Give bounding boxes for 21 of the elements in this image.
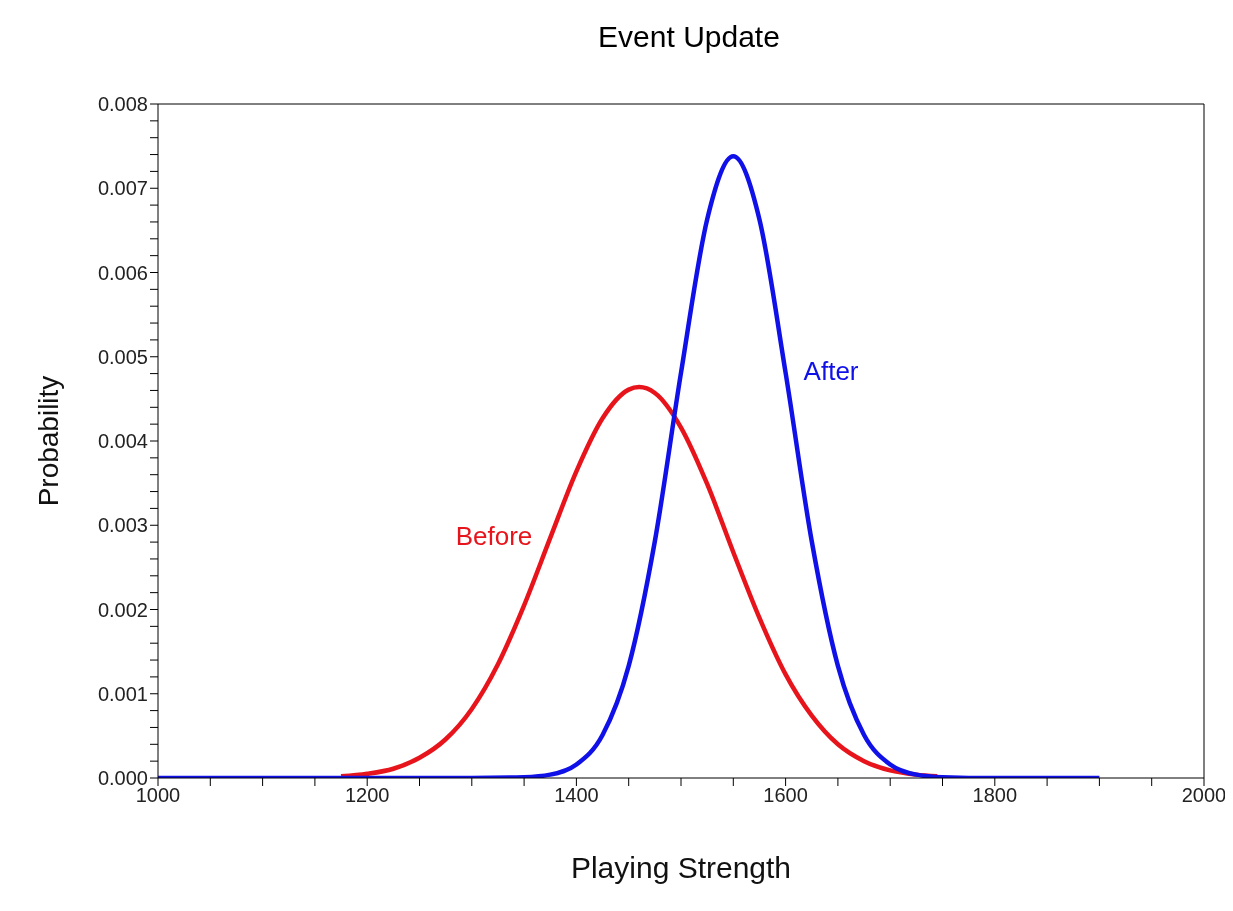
y-tick-label: 0.003 — [97, 514, 148, 537]
x-tick-label: 1000 — [135, 784, 181, 807]
y-tick-label: 0.004 — [97, 430, 148, 453]
x-tick-label: 1200 — [344, 784, 390, 807]
x-tick-label: 1400 — [554, 784, 599, 807]
y-tick-label: 0.001 — [97, 682, 148, 705]
y-tick-label: 0.005 — [97, 345, 148, 368]
x-axis-title: Playing Strength — [570, 851, 792, 884]
y-tick-label: 0.007 — [97, 177, 148, 200]
y-tick-label: 0.008 — [97, 93, 148, 116]
line-series — [338, 384, 940, 778]
series-label: Before — [455, 520, 533, 551]
y-tick-label: 0.002 — [97, 598, 148, 621]
line-series — [158, 153, 1102, 778]
y-tick-label: 0.006 — [97, 261, 148, 284]
x-tick-label: 1600 — [763, 784, 808, 807]
x-tick-label: 1800 — [972, 784, 1018, 807]
x-tick-label: 2000 — [1181, 784, 1227, 807]
y-axis-title: Probability — [32, 375, 64, 507]
series-label: After — [803, 355, 859, 386]
chart-title: Event Update — [597, 20, 781, 54]
